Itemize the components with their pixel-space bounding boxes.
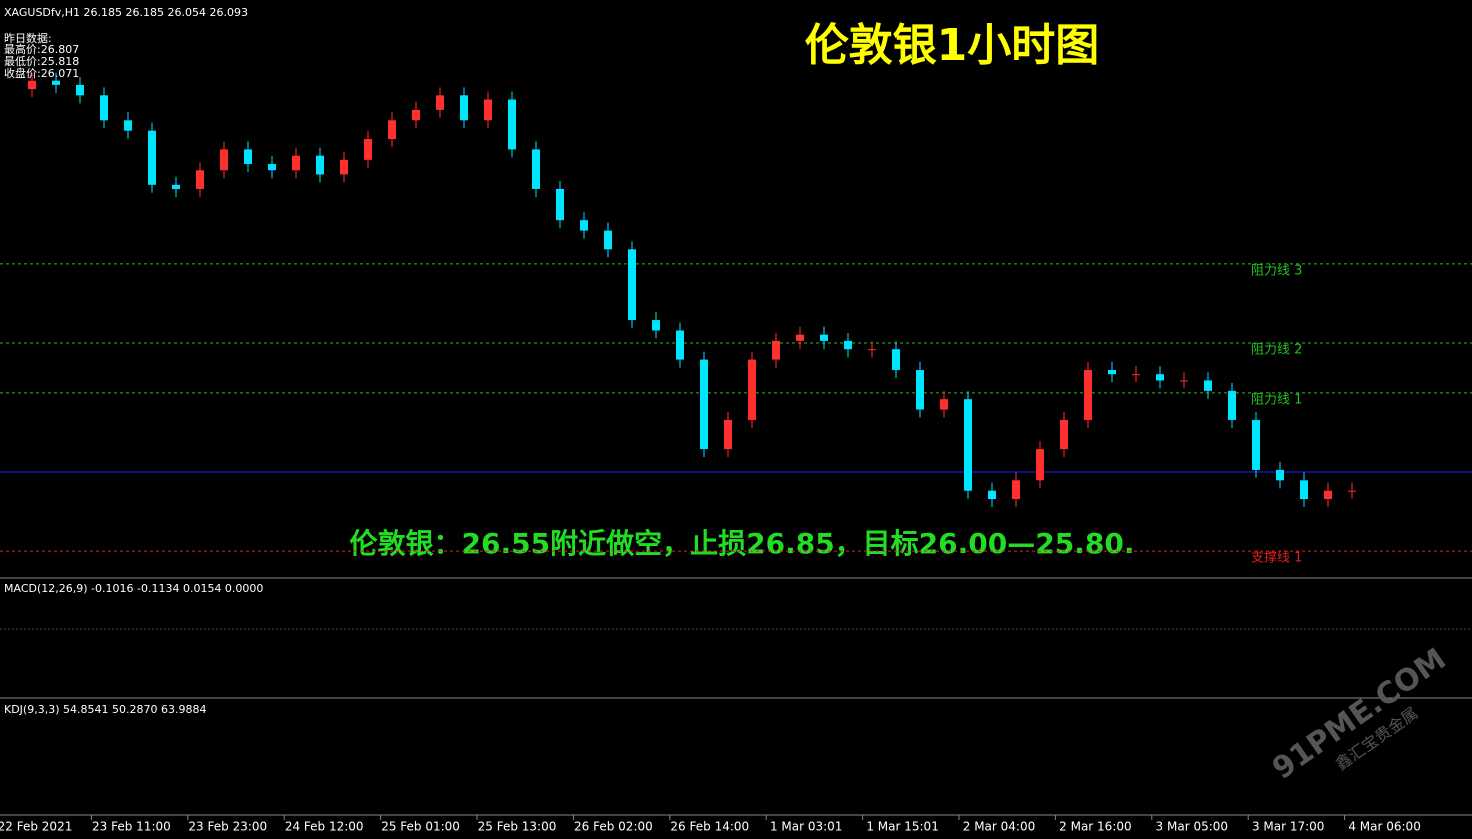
candle (772, 340, 780, 360)
candle (268, 163, 276, 171)
x-tick-label: 4 Mar 06:00 (1348, 820, 1421, 834)
x-tick-label: 1 Mar 15:01 (866, 820, 939, 834)
candle (76, 84, 84, 96)
candle (52, 80, 60, 85)
candle (988, 490, 996, 500)
level-label: 阻力线 2 (1251, 342, 1302, 357)
x-tick-label: 24 Feb 12:00 (285, 820, 364, 834)
level-label: 阻力线 3 (1251, 263, 1302, 278)
candle (340, 159, 348, 175)
candle (508, 99, 516, 150)
candle (1204, 380, 1212, 391)
x-tick-label: 23 Feb 11:00 (92, 820, 171, 834)
candle (820, 334, 828, 341)
candle (1132, 374, 1140, 376)
candle (148, 130, 156, 185)
x-tick-label: 26 Feb 14:00 (670, 820, 749, 834)
info-line: 收盘价:26.071 (4, 66, 79, 80)
candle (1084, 370, 1092, 420)
info-title: 昨日数据: (4, 31, 52, 45)
candle (1228, 390, 1236, 420)
candle (460, 95, 468, 121)
x-tick-label: 3 Mar 17:00 (1252, 820, 1325, 834)
kdj-header: KDJ(9,3,3) 54.8541 50.2870 63.9884 (4, 703, 206, 716)
candle (1180, 380, 1188, 382)
header: XAGUSDfv,H1 26.185 26.185 26.054 26.093 (4, 6, 248, 19)
candle (172, 184, 180, 189)
candle (1156, 374, 1164, 381)
x-tick-label: 22 Feb 2021 (0, 820, 72, 834)
candle (1036, 449, 1044, 481)
x-tick-label: 25 Feb 13:00 (478, 820, 557, 834)
candle (1252, 419, 1260, 470)
candle (868, 349, 876, 351)
x-tick-label: 25 Feb 01:00 (381, 820, 460, 834)
candle (700, 359, 708, 450)
candle (892, 349, 900, 371)
candle (532, 149, 540, 189)
candle (1012, 480, 1020, 500)
candle (652, 320, 660, 331)
x-tick-label: 23 Feb 23:00 (188, 820, 267, 834)
candle (1300, 480, 1308, 500)
candle (916, 370, 924, 410)
plot: 阻力线 3 阻力线 2 阻力线 1 支撑线 1 22 Feb 2021 23 Feb 11… (0, 72, 1472, 834)
candle (796, 334, 804, 341)
candle (316, 155, 324, 175)
candle (580, 220, 588, 231)
candle (748, 359, 756, 420)
candle (28, 80, 36, 90)
candle (220, 149, 228, 171)
candle (604, 230, 612, 250)
candle (1348, 490, 1356, 492)
candle (388, 120, 396, 140)
candle (1060, 419, 1068, 450)
level-label: 支撑线 1 (1251, 551, 1302, 566)
candle (412, 109, 420, 121)
candle (1108, 370, 1116, 375)
candle (196, 170, 204, 189)
candle (436, 95, 444, 110)
candle (292, 155, 300, 171)
candle (964, 399, 972, 491)
macd-header: MACD(12,26,9) -0.1016 -0.1134 0.0154 0.0… (4, 582, 263, 595)
x-tick-label: 1 Mar 03:01 (770, 820, 843, 834)
annotation: 伦敦银：26.55附近做空，止损26.85，目标26.00—25.80. (350, 527, 1135, 560)
x-tick-label: 26 Feb 02:00 (574, 820, 653, 834)
candle (676, 330, 684, 360)
info-line: 最高价:26.807 (4, 42, 79, 56)
x-tick-label: 3 Mar 05:00 (1156, 820, 1229, 834)
candle (244, 149, 252, 164)
x-tick-label: 2 Mar 04:00 (963, 820, 1036, 834)
chart-title: 伦敦银1小时图 (805, 20, 1100, 71)
candle (724, 419, 732, 450)
candle (100, 95, 108, 121)
candle (484, 99, 492, 121)
candle (1324, 490, 1332, 500)
candle (628, 249, 636, 321)
candle (1276, 469, 1284, 481)
candle (364, 139, 372, 160)
candle (844, 340, 852, 350)
level-label: 阻力线 1 (1251, 392, 1302, 407)
x-tick-label: 2 Mar 16:00 (1059, 820, 1132, 834)
candle (940, 399, 948, 410)
info-line: 最低价:25.818 (4, 55, 79, 68)
candle (556, 188, 564, 221)
candle (124, 120, 132, 131)
